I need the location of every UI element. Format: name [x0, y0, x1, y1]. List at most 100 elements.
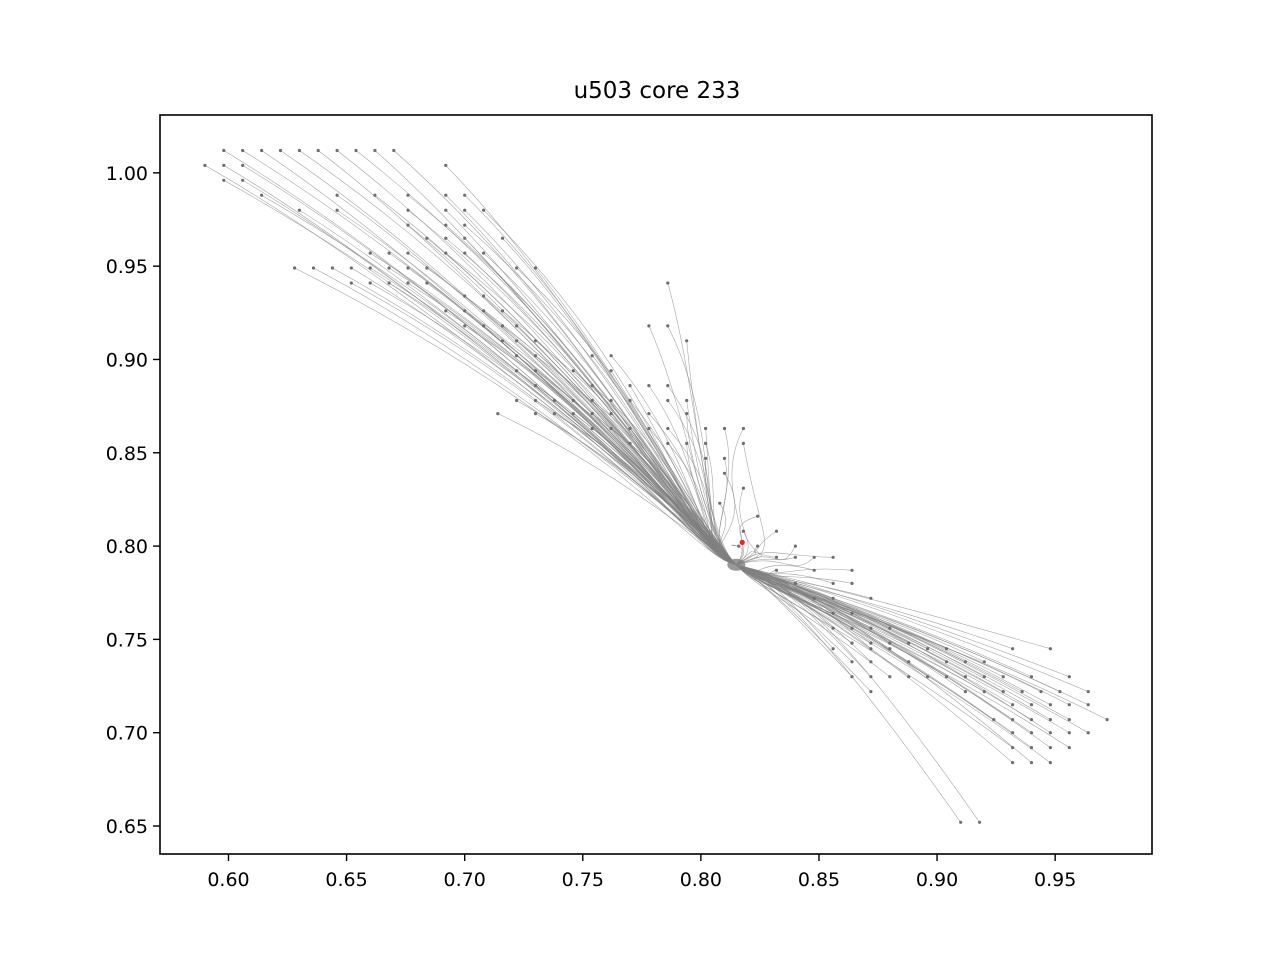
chart-title: u503 core 233	[574, 78, 741, 104]
start-point-183	[1029, 703, 1034, 707]
start-point-77	[515, 369, 519, 373]
start-point-107	[666, 426, 670, 431]
start-point-206	[978, 820, 982, 824]
start-point-149	[907, 641, 911, 645]
start-point-1	[222, 148, 226, 153]
track-line-102	[686, 413, 737, 565]
start-point-23	[335, 208, 339, 212]
start-point-204	[1048, 761, 1052, 765]
start-point-116	[704, 456, 708, 460]
start-point-72	[685, 339, 689, 343]
start-point-5	[297, 148, 301, 153]
start-point-75	[590, 354, 594, 358]
start-point-184	[1048, 703, 1052, 707]
track-line-125	[736, 545, 758, 565]
start-point-181	[1086, 690, 1090, 694]
y-tick-label-5: 0.90	[106, 349, 148, 371]
start-point-150	[831, 647, 835, 651]
start-point-82	[590, 384, 594, 388]
start-point-132	[812, 568, 816, 572]
start-point-42	[311, 266, 316, 270]
start-point-48	[425, 266, 429, 270]
start-point-35	[368, 251, 372, 255]
start-point-39	[463, 251, 467, 255]
start-point-137	[812, 596, 816, 600]
start-point-41	[293, 266, 297, 270]
start-point-122	[774, 529, 779, 533]
track-line-128	[736, 556, 796, 565]
start-point-68	[666, 324, 670, 328]
start-point-175	[963, 690, 968, 694]
track-line-96	[554, 413, 737, 565]
track-line-205	[736, 564, 961, 823]
start-point-90	[590, 398, 594, 403]
y-tick-label-0: 0.65	[106, 816, 148, 838]
start-point-63	[463, 324, 467, 328]
start-point-3	[260, 148, 264, 153]
start-point-154	[944, 647, 949, 651]
start-point-104	[609, 426, 613, 431]
start-point-142	[831, 626, 835, 630]
start-point-140	[831, 611, 835, 615]
start-point-112	[666, 441, 670, 445]
start-point-185	[1067, 703, 1071, 707]
start-point-76	[609, 354, 613, 358]
start-point-135	[831, 581, 835, 586]
start-point-6	[316, 148, 320, 153]
track-line-185	[736, 564, 1070, 705]
y-tick-label-7: 1.00	[106, 163, 148, 185]
start-point-170	[982, 675, 986, 679]
start-point-73	[515, 354, 519, 358]
start-point-22	[297, 208, 301, 212]
start-point-194	[1029, 731, 1034, 735]
y-axis: 0.65 0.70 0.75 0.80 0.85 0.90 0.95 1.00	[106, 163, 160, 838]
start-point-203	[1029, 761, 1034, 765]
start-point-17	[335, 193, 339, 197]
start-point-177	[1001, 690, 1005, 694]
start-point-96	[552, 412, 557, 416]
start-point-19	[406, 193, 410, 197]
start-point-158	[944, 660, 949, 664]
start-point-118	[722, 471, 727, 475]
track-line-88	[554, 400, 737, 565]
start-point-59	[444, 309, 448, 313]
track-line-192	[736, 564, 1070, 720]
track-line-113	[686, 443, 737, 565]
start-point-141	[850, 611, 854, 615]
start-point-174	[869, 690, 873, 694]
start-point-145	[888, 626, 892, 630]
track-line-183	[736, 564, 1032, 705]
start-point-33	[463, 236, 467, 240]
start-point-37	[406, 251, 410, 255]
track-line-202	[736, 564, 1013, 763]
track-line-120	[718, 503, 737, 565]
start-point-155	[850, 660, 854, 664]
start-point-162	[1048, 647, 1052, 651]
start-point-87	[533, 398, 538, 403]
start-point-128	[793, 555, 798, 559]
start-point-190	[1029, 718, 1034, 722]
start-point-92	[628, 398, 632, 403]
start-point-47	[406, 266, 410, 270]
start-point-157	[907, 660, 911, 664]
start-point-123	[741, 529, 746, 533]
start-point-156	[869, 660, 873, 664]
start-point-163	[850, 675, 854, 679]
track-line-165	[736, 564, 890, 677]
start-point-106	[647, 426, 651, 431]
x-tick-label-3: 0.75	[562, 869, 604, 891]
start-point-84	[647, 384, 651, 388]
start-point-12	[241, 163, 245, 167]
start-point-143	[850, 626, 854, 630]
start-point-50	[533, 266, 538, 270]
track-line-206	[736, 564, 980, 823]
start-point-114	[704, 441, 708, 445]
start-point-61	[482, 309, 486, 313]
start-point-115	[741, 441, 746, 445]
y-tick-label-6: 0.95	[106, 256, 148, 278]
start-point-199	[1029, 746, 1034, 750]
start-point-180	[1058, 690, 1062, 694]
track-line-162	[736, 564, 1051, 649]
start-point-49	[515, 266, 519, 270]
start-point-147	[869, 641, 873, 645]
